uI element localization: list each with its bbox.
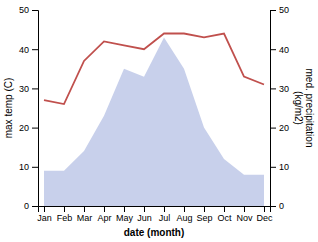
tick-mark xyxy=(32,49,38,50)
tick-mark xyxy=(270,167,276,168)
tick-label: 20 xyxy=(19,123,29,133)
line xyxy=(44,34,264,105)
tick-mark xyxy=(32,128,38,129)
tick: Nov xyxy=(236,206,253,223)
tick-mark xyxy=(144,206,145,212)
tick-mark xyxy=(244,206,245,212)
tick: Mar xyxy=(77,206,93,223)
tick-mark xyxy=(32,206,38,207)
tick-mark xyxy=(64,206,65,212)
tick-label: Jul xyxy=(159,213,171,223)
tick-label: Feb xyxy=(57,213,73,223)
tick-mark xyxy=(270,88,276,89)
tick-mark xyxy=(204,206,205,212)
tick: 40 xyxy=(19,45,38,55)
tick-label: Jan xyxy=(37,213,52,223)
tick: 10 xyxy=(19,162,38,172)
tick-label: Sep xyxy=(196,213,212,223)
tick-label: Nov xyxy=(236,213,253,223)
tick-mark xyxy=(124,206,125,212)
y2-axis: 0 10 20 30 40 50 xyxy=(270,5,289,211)
tick: 40 xyxy=(270,45,289,55)
tick: Oct xyxy=(217,206,232,223)
tick-label: Aug xyxy=(176,213,192,223)
tick-mark xyxy=(32,88,38,89)
tick-label: Jun xyxy=(137,213,152,223)
plot: Jan Feb Mar Apr MayJun Jul Aug Sep Oct NovDec 0 10 2… xyxy=(19,5,289,223)
marks xyxy=(44,34,264,206)
tick-mark xyxy=(224,206,225,212)
tick: 50 xyxy=(19,5,38,15)
tick-mark xyxy=(270,10,276,11)
tick-mark xyxy=(270,128,276,129)
tick-label: 10 xyxy=(19,162,29,172)
tick-mark xyxy=(270,49,276,50)
tick-label: 20 xyxy=(279,123,289,133)
x-axis: Jan Feb Mar Apr MayJun Jul Aug Sep Oct NovDec xyxy=(37,206,273,223)
tick: 20 xyxy=(19,123,38,133)
tick-mark xyxy=(270,206,276,207)
tick-label: Oct xyxy=(217,213,232,223)
tick: Dec xyxy=(256,206,273,223)
tick: Jan xyxy=(37,206,52,223)
tick: 30 xyxy=(270,84,289,94)
tick: 0 xyxy=(24,201,38,211)
tick: Sep xyxy=(196,206,212,223)
x-axis-label: date (month) xyxy=(124,227,185,238)
tick-label: 50 xyxy=(19,5,29,15)
tick: Apr xyxy=(97,206,111,223)
area xyxy=(44,37,264,206)
tick-mark xyxy=(104,206,105,212)
y-axis: 0 10 20 30 40 50 xyxy=(19,5,39,211)
tick: 20 xyxy=(270,123,289,133)
tick: Jul xyxy=(159,206,171,223)
tick: 10 xyxy=(270,162,289,172)
tick-label: 40 xyxy=(279,45,289,55)
tick-mark xyxy=(44,206,45,212)
tick-label: 50 xyxy=(279,5,289,15)
tick-label: Dec xyxy=(256,213,273,223)
y-axis-label: max temp (C) xyxy=(3,78,14,139)
tick-label: May xyxy=(116,213,134,223)
tick-mark xyxy=(184,206,185,212)
label-line: med. precipitation xyxy=(304,69,315,148)
tick-label: 0 xyxy=(24,201,29,211)
tick: May xyxy=(116,206,134,223)
tick-label: 30 xyxy=(19,84,29,94)
axis-domain xyxy=(32,11,39,207)
tick-mark xyxy=(264,206,265,212)
label-line: (kg/m2) xyxy=(293,91,304,125)
axis-domain xyxy=(271,11,277,207)
tick: Aug xyxy=(176,206,192,223)
tick: 30 xyxy=(19,84,38,94)
tick-mark xyxy=(32,10,38,11)
tick-mark xyxy=(84,206,85,212)
tick-label: 10 xyxy=(279,162,289,172)
tick-mark xyxy=(164,206,165,212)
tick: 0 xyxy=(270,201,284,211)
chart: Jan Feb Mar Apr MayJun Jul Aug Sep Oct NovDec 0 10 2… xyxy=(0,0,318,242)
axis-domain xyxy=(39,207,271,213)
tick-label: Mar xyxy=(77,213,93,223)
tick: 50 xyxy=(270,5,289,15)
tick-label: 40 xyxy=(19,45,29,55)
tick: Jun xyxy=(137,206,152,223)
tick-label: 0 xyxy=(279,201,284,211)
tick-label: 30 xyxy=(279,84,289,94)
tick-label: Apr xyxy=(97,213,111,223)
tick-mark xyxy=(32,167,38,168)
tick: Feb xyxy=(57,206,73,223)
y2-axis-label: med. precipitation(kg/m2) xyxy=(293,69,316,148)
